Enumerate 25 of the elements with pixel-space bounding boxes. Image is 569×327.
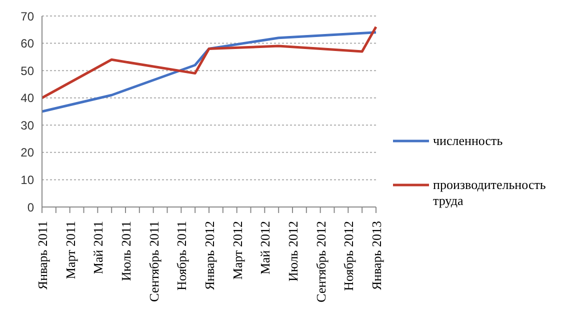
y-tick-label: 50 [20, 64, 34, 78]
x-tick-label: Сентябрь 2011 [146, 221, 162, 302]
legend-label: производительность труда [433, 177, 547, 209]
y-tick-label: 70 [20, 9, 34, 24]
x-tick-label: Сентябрь 2012 [313, 221, 328, 302]
x-tick-label: Март 2012 [230, 221, 245, 280]
x-tick-label: Январь 2011 [35, 221, 50, 290]
x-tick-label: Июль 2011 [118, 221, 134, 281]
y-tick-label: 40 [20, 91, 34, 106]
x-tick-label: Март 2011 [62, 221, 78, 280]
x-tick-label: Июль 2012 [286, 221, 300, 282]
y-tick-label: 30 [20, 118, 34, 132]
x-tick-label: Ноябрь 2011 [174, 221, 190, 290]
x-tick-label: Ноябрь 2012 [341, 221, 356, 291]
line-series [40, 31, 378, 113]
y-tick-label: 0 [27, 200, 34, 214]
x-tick-label: Май 2011 [90, 221, 106, 274]
y-tick-label: 10 [20, 172, 34, 187]
x-tick-label: Январь 2012 [202, 221, 217, 290]
x-tick-label: Май 2012 [258, 221, 273, 275]
y-tick-label: 20 [20, 146, 34, 160]
y-tick-label: 60 [20, 36, 34, 51]
x-tick-label: Январь 2013 [369, 221, 384, 290]
line-series [40, 26, 378, 100]
legend-label: численность [433, 133, 504, 149]
